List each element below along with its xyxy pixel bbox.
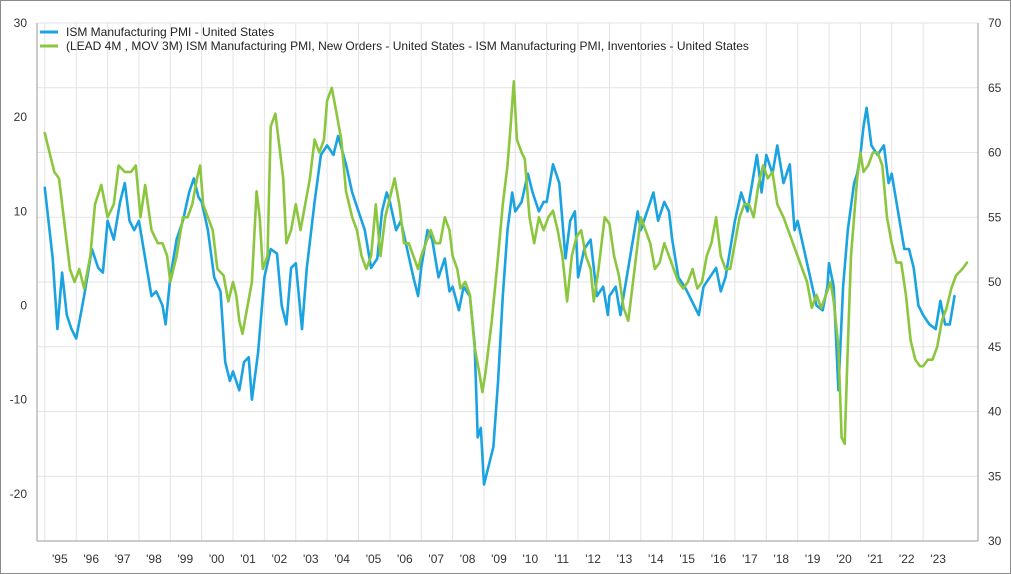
x-tick-label: '15 — [679, 552, 695, 566]
y-right-tick-label: 45 — [988, 340, 1002, 354]
y-right-tick-label: 50 — [988, 275, 1002, 289]
y-left-tick-label: -10 — [10, 393, 28, 407]
legend-label-pmi: ISM Manufacturing PMI - United States — [66, 25, 274, 39]
tick-labels: 30 20 10 0 -10 -20 70 65 60 55 50 45 40 35 30 '95 '96 '97… — [10, 16, 1002, 566]
x-tick-label: '00 — [209, 552, 225, 566]
y-right-tick-label: 55 — [988, 210, 1002, 224]
x-tick-label: '96 — [83, 552, 99, 566]
axes — [36, 23, 979, 542]
y-left-tick-label: 10 — [14, 204, 28, 218]
x-tick-label: '05 — [366, 552, 382, 566]
x-tick-label: '95 — [52, 552, 68, 566]
x-tick-label: '97 — [115, 552, 131, 566]
x-tick-label: '18 — [773, 552, 789, 566]
x-tick-label: '19 — [805, 552, 821, 566]
x-tick-label: '10 — [523, 552, 539, 566]
series-lines — [43, 80, 969, 486]
x-tick-label: '02 — [272, 552, 288, 566]
x-tick-label: '13 — [617, 552, 633, 566]
x-tick-label: '20 — [836, 552, 852, 566]
y-left-tick-label: 30 — [14, 16, 28, 30]
x-tick-label: '01 — [240, 552, 256, 566]
legend-label-orders-inventories: (LEAD 4M , MOV 3M) ISM Manufacturing PMI… — [66, 39, 749, 53]
y-right-tick-label: 35 — [988, 469, 1002, 483]
x-tick-label: '99 — [177, 552, 193, 566]
x-tick-label: '03 — [303, 552, 319, 566]
x-tick-label: '98 — [146, 552, 162, 566]
x-tick-label: '23 — [930, 552, 946, 566]
x-tick-label: '08 — [460, 552, 476, 566]
y-right-tick-label: 60 — [988, 146, 1002, 160]
x-tick-label: '16 — [711, 552, 727, 566]
y-left-tick-label: -20 — [10, 487, 28, 501]
x-tick-label: '12 — [585, 552, 601, 566]
x-tick-label: '17 — [742, 552, 758, 566]
y-left-tick-label: 0 — [20, 299, 27, 313]
y-right-tick-label: 70 — [988, 16, 1002, 30]
y-right-tick-label: 40 — [988, 405, 1002, 419]
x-tick-label: '07 — [428, 552, 444, 566]
gridlines — [37, 22, 978, 542]
x-tick-label: '14 — [648, 552, 664, 566]
legend: ISM Manufacturing PMI - United States (L… — [40, 25, 749, 53]
x-tick-label: '22 — [899, 552, 915, 566]
x-tick-label: '06 — [397, 552, 413, 566]
x-tick-label: '09 — [491, 552, 507, 566]
y-right-tick-label: 65 — [988, 81, 1002, 95]
x-tick-label: '21 — [868, 552, 884, 566]
series-line-orders-inventories — [43, 80, 969, 446]
x-tick-label: '04 — [334, 552, 350, 566]
y-left-tick-label: 20 — [14, 110, 28, 124]
y-right-tick-label: 30 — [988, 534, 1002, 548]
x-tick-label: '11 — [554, 552, 569, 566]
